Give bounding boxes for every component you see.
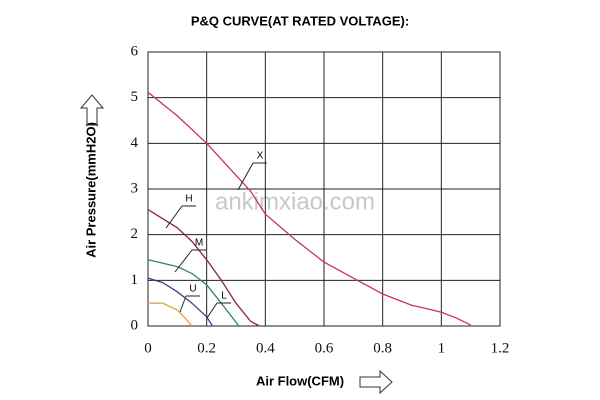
x-tick-label: 1 (438, 340, 446, 356)
x-tick-label: 0 (144, 340, 152, 356)
y-tick-label: 1 (131, 272, 139, 288)
y-axis-label: Air Pressure(mmH2O) (83, 122, 98, 258)
label-leader (165, 205, 183, 229)
x-arrow (359, 369, 393, 395)
x-tick-label: 0.6 (315, 340, 334, 356)
y-tick-label: 4 (131, 135, 139, 151)
series-label: H (185, 194, 192, 205)
x-tick-label: 0.2 (197, 340, 216, 356)
series-line (148, 302, 193, 327)
watermark: ankimxiao.com (215, 188, 375, 215)
series-label: M (195, 238, 203, 249)
y-arrow (79, 94, 105, 126)
chart-title: P&Q CURVE(AT RATED VOLTAGE): (191, 13, 409, 28)
series-line (147, 277, 214, 327)
x-tick-label: 0.4 (256, 340, 275, 356)
series-label: U (189, 284, 196, 295)
x-axis-label: Air Flow(CFM) (256, 373, 344, 388)
y-tick-label: 3 (131, 180, 139, 196)
series-label: X (257, 151, 264, 162)
series-line (147, 259, 240, 327)
series-line (147, 209, 260, 327)
y-tick-label: 2 (131, 226, 139, 242)
y-tick-label: 0 (131, 317, 139, 333)
y-tick-label: 6 (131, 43, 139, 59)
series-label: L (221, 291, 227, 302)
x-tick-label: 1.2 (491, 340, 510, 356)
x-tick-label: 0.8 (373, 340, 392, 356)
series-line (147, 91, 471, 326)
label-leader (237, 162, 254, 191)
label-leader (174, 249, 193, 273)
label-leader (179, 295, 187, 313)
y-tick-label: 5 (131, 89, 139, 105)
label-leader (206, 302, 218, 319)
